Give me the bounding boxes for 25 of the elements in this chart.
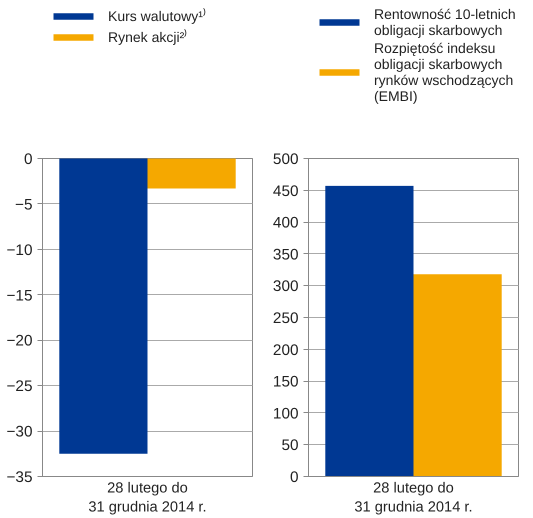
- y-tick-label: 100: [272, 405, 299, 422]
- y-tick-label: 150: [272, 374, 299, 391]
- y-tick-label: 200: [272, 342, 299, 359]
- y-tick-label: −10: [6, 242, 33, 259]
- y-tick-label: −25: [6, 378, 33, 396]
- y-tick-label: −20: [6, 332, 33, 350]
- y-tick-label: −35: [6, 469, 33, 486]
- y-tick-label: 300: [272, 278, 299, 296]
- legend-label: Rynek akcji²⁾: [108, 28, 188, 46]
- y-tick-label: 450: [272, 182, 299, 200]
- x-tick-label: 28 lutego do 31 grudnia 2014 r.: [354, 480, 473, 516]
- y-tick-label: 400: [272, 214, 299, 232]
- legend-label: Kurs walutowy¹⁾: [108, 7, 206, 25]
- legend-label: Rozpiętość indeksu obligacji skarbowych rynków wschodzących (EMBI): [374, 40, 514, 104]
- y-tick-label: 500: [272, 151, 299, 168]
- y-tick-label: 350: [272, 246, 299, 264]
- legend-label: Rentowność 10-letnich obligacji skarbowych: [374, 6, 516, 38]
- y-tick-label: −30: [6, 424, 33, 441]
- y-tick-label: 0: [290, 469, 299, 486]
- y-tick-label: 250: [272, 310, 299, 327]
- y-tick-label: −5: [15, 196, 33, 214]
- x-tick-label: 28 lutego do 31 grudnia 2014 r.: [88, 480, 207, 516]
- y-tick-label: −15: [6, 287, 33, 304]
- y-tick-label: 50: [281, 437, 299, 454]
- y-tick-label: 0: [24, 151, 33, 168]
